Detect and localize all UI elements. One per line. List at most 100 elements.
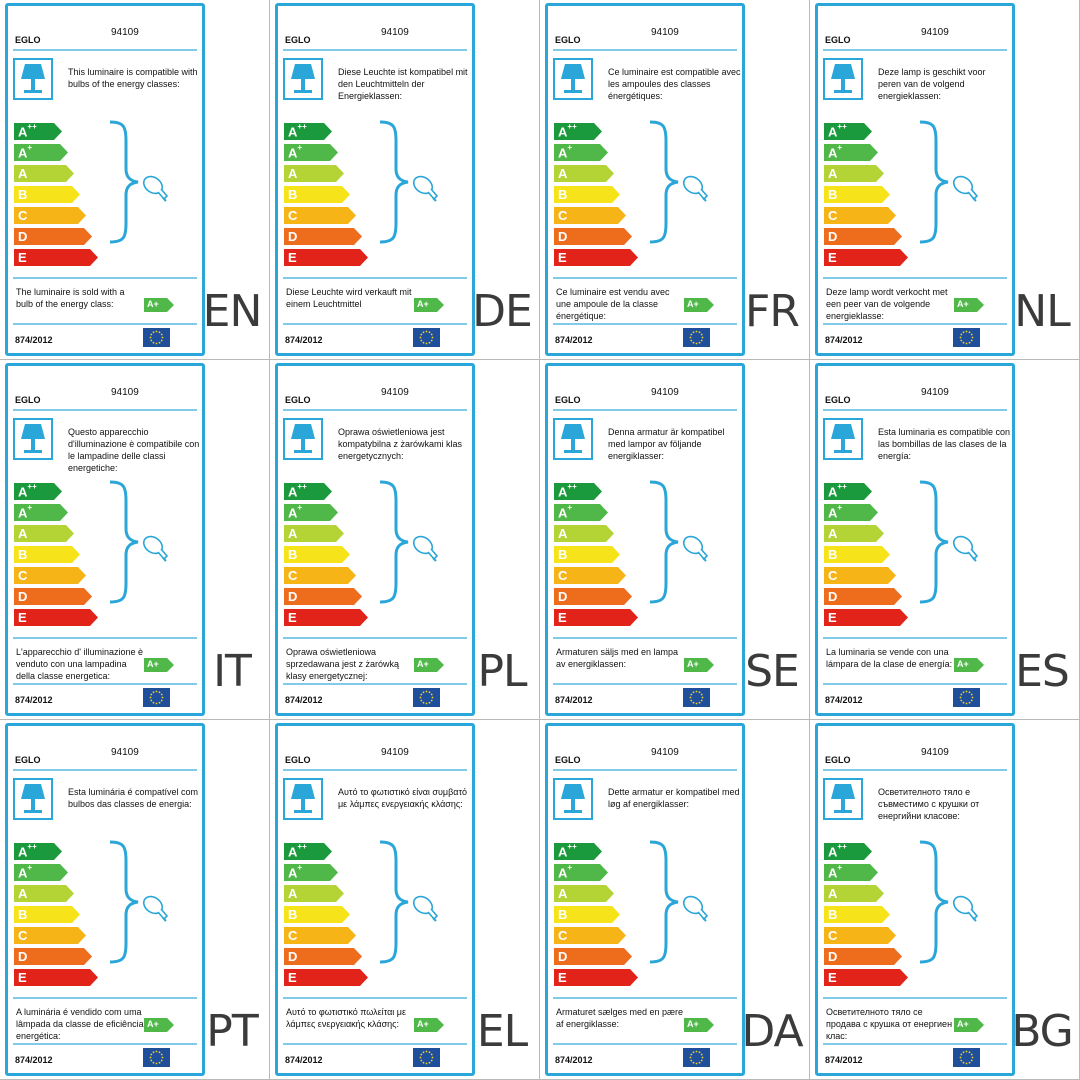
label-cell-el: EGLO 94109 Αυτό το φωτιστικό είναι συμβα…: [270, 720, 540, 1080]
divider: [553, 637, 737, 639]
sold-with-text: La luminaria se vende con una lámpara de…: [826, 647, 953, 669]
energy-label-card: EGLO 94109 Αυτό το φωτιστικό είναι συμβα…: [275, 723, 475, 1076]
energy-class-letter: A+: [828, 503, 843, 521]
divider: [13, 1043, 197, 1045]
product-code: 94109: [651, 387, 679, 398]
energy-class-bar: D: [553, 587, 632, 605]
label-cell-fr: EGLO 94109 Ce luminaire est compatible a…: [540, 0, 810, 360]
light-bulb-icon: [142, 535, 169, 562]
eu-flag-icon: [683, 328, 710, 347]
energy-label-card: EGLO 94109 Oprawa oświetleniowa jest kom…: [275, 363, 475, 716]
divider: [13, 49, 197, 51]
energy-class-bar: A++: [553, 842, 602, 860]
energy-class-letter: B: [558, 547, 568, 562]
energy-class-letter: D: [828, 229, 838, 244]
label-cell-nl: EGLO 94109 Deze lamp is geschikt voor pe…: [810, 0, 1080, 360]
regulation-number: 874/2012: [285, 695, 323, 705]
energy-class-letter: C: [828, 928, 838, 943]
energy-class-letter: E: [18, 610, 27, 625]
included-bulb-class-badge: A+: [684, 1018, 714, 1032]
energy-class-bar: D: [553, 227, 632, 245]
energy-class-bar: D: [13, 227, 92, 245]
label-cell-de: EGLO 94109 Diese Leuchte ist kompatibel …: [270, 0, 540, 360]
energy-class-letter: B: [18, 907, 28, 922]
eu-flag-icon: [413, 328, 440, 347]
curly-brace-icon: [648, 119, 718, 250]
energy-class-letter: E: [558, 610, 567, 625]
divider: [823, 277, 1007, 279]
table-lamp-icon: [13, 778, 53, 820]
energy-class-letter: A+: [828, 143, 843, 161]
divider: [823, 683, 1007, 685]
label-cell-bg: EGLO 94109 Осветителното тяло е съвмести…: [810, 720, 1080, 1080]
energy-class-letter: D: [288, 949, 298, 964]
included-bulb-class-badge: A+: [954, 1018, 984, 1032]
eu-flag-icon: [143, 688, 170, 707]
energy-class-letter: A++: [288, 122, 307, 140]
energy-class-bar: A++: [13, 842, 62, 860]
table-lamp-icon: [13, 418, 53, 460]
energy-class-bar: A++: [823, 482, 872, 500]
energy-class-letter: E: [18, 970, 27, 985]
energy-class-letter: E: [558, 970, 567, 985]
energy-class-bar: D: [283, 227, 362, 245]
energy-label-card: EGLO 94109 Denna armatur är kompatibel m…: [545, 363, 745, 716]
compatibility-text: Esta luminaria es compatible con las bom…: [878, 427, 1011, 461]
energy-class-letter: A: [828, 166, 838, 181]
energy-class-letter: A++: [288, 482, 307, 500]
energy-class-letter: D: [828, 589, 838, 604]
table-lamp-icon: [553, 778, 593, 820]
brand-name: EGLO: [15, 755, 41, 765]
included-bulb-class-badge: A+: [144, 298, 174, 312]
energy-class-letter: C: [18, 568, 28, 583]
curly-brace-icon: [378, 479, 448, 610]
energy-class-bar: E: [283, 248, 368, 266]
energy-class-letter: A++: [18, 122, 37, 140]
energy-class-letter: A++: [558, 122, 577, 140]
energy-class-letter: A: [288, 166, 298, 181]
energy-class-letter: E: [828, 250, 837, 265]
product-code: 94109: [381, 387, 409, 398]
energy-class-letter: C: [288, 568, 298, 583]
energy-class-bar: A: [283, 164, 344, 182]
compatibility-text: Esta luminária é compatível com bulbos d…: [68, 787, 199, 809]
energy-class-bar: A+: [553, 863, 608, 881]
curly-brace-icon: [918, 119, 988, 250]
energy-class-letter: A++: [288, 842, 307, 860]
energy-class-bar: C: [553, 206, 626, 224]
energy-class-letter: C: [828, 208, 838, 223]
energy-class-bar: E: [553, 968, 638, 986]
energy-class-bar: E: [823, 968, 908, 986]
brand-name: EGLO: [555, 755, 581, 765]
energy-class-letter: E: [288, 610, 297, 625]
light-bulb-icon: [412, 175, 439, 202]
divider: [553, 49, 737, 51]
energy-class-bar: E: [13, 248, 98, 266]
energy-class-bar: A+: [823, 503, 878, 521]
language-code: PL: [477, 646, 527, 697]
compatibility-text: Oprawa oświetleniowa jest kompatybilna z…: [338, 427, 463, 461]
energy-class-letter: D: [18, 949, 28, 964]
energy-class-bar: E: [553, 608, 638, 626]
label-cell-it: EGLO 94109 Questo apparecchio d'illumina…: [0, 360, 270, 720]
divider: [283, 49, 467, 51]
language-code: ES: [1015, 646, 1070, 697]
energy-class-bar: A++: [553, 122, 602, 140]
divider: [823, 769, 1007, 771]
energy-class-letter: B: [288, 907, 298, 922]
energy-class-letter: A: [558, 526, 568, 541]
divider: [553, 1043, 737, 1045]
energy-class-bar: B: [823, 905, 890, 923]
eu-flag-icon: [953, 688, 980, 707]
energy-class-letter: C: [558, 928, 568, 943]
energy-class-bar: C: [283, 206, 356, 224]
energy-class-letter: E: [18, 250, 27, 265]
energy-class-bar: A+: [823, 143, 878, 161]
included-bulb-class-badge: A+: [144, 658, 174, 672]
sold-with-text: A luminária é vendido com uma lâmpada da…: [16, 1007, 144, 1041]
energy-class-bar: A++: [13, 482, 62, 500]
divider: [823, 997, 1007, 999]
divider: [13, 769, 197, 771]
energy-class-bar: E: [823, 248, 908, 266]
energy-class-bar: A++: [823, 842, 872, 860]
